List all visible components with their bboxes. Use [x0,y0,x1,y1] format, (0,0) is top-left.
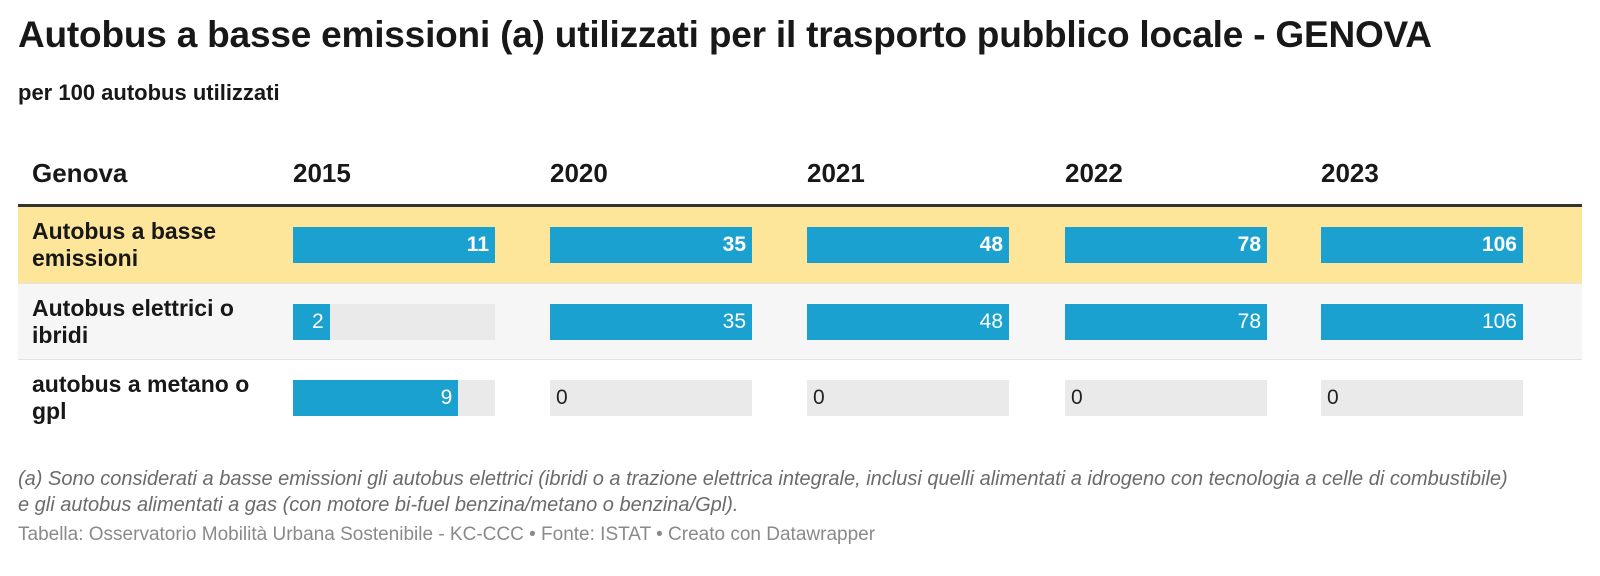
bar-track: 106 [1321,227,1523,263]
bar-value-label: 35 [722,233,746,256]
row-label: Autobus a basse emissioni [32,218,217,271]
bar-value-label: 0 [813,385,825,409]
bar [293,227,495,263]
bar-value-label: 78 [1237,233,1261,256]
chart-subtitle: per 100 autobus utilizzati [18,80,280,105]
bar [1065,303,1267,340]
bar-track: 9 [293,379,495,416]
bar-track: 78 [1065,303,1267,340]
bar [1065,227,1267,263]
bar-track: 106 [1321,303,1523,340]
bar-track: 11 [293,227,495,263]
table-row: Autobus elettrici o ibridi 2 35 48 78 106 [18,283,1582,359]
bar-track: 0 [1321,379,1523,416]
bar-value-label: 0 [556,385,568,409]
source-line: Tabella: Osservatorio Mobilità Urbana So… [18,524,876,545]
bar [807,303,1009,340]
table-row: autobus a metano o gpl 9 0 0 0 0 [18,359,1582,435]
row-label: autobus a metano o gpl [32,370,250,424]
bar-track: 0 [1065,379,1267,416]
bar-value-label: 78 [1237,309,1261,333]
column-header-2022[interactable]: 2022 [1065,158,1123,188]
bar-value-label: 35 [722,309,746,333]
column-header-2020[interactable]: 2020 [550,158,608,188]
bar-track: 78 [1065,227,1267,263]
table-header: Genova 2015 2020 2021 2022 2023 [18,140,1582,207]
bar [807,227,1009,263]
bar-value-label: 11 [466,233,489,256]
bar [550,227,752,263]
bar [550,303,752,340]
column-header-2023[interactable]: 2023 [1321,158,1379,188]
bar-track: 48 [807,227,1009,263]
chart-title: Autobus a basse emissioni (a) utilizzati… [18,14,1432,55]
bar-track: 2 [293,303,495,340]
bar-track: 0 [807,379,1009,416]
bar-track: 35 [550,227,752,263]
bar [1321,227,1523,263]
data-table: Genova 2015 2020 2021 2022 2023 Autobus a ba… [18,140,1582,435]
footnote: (a) Sono considerati a basse emissioni g… [18,468,1508,516]
bar-value-label: 0 [1071,385,1083,409]
bar-value-label: 48 [979,233,1003,256]
bar-value-label: 106 [1481,309,1517,333]
bar-track: 48 [807,303,1009,340]
column-header-2021[interactable]: 2021 [807,158,865,188]
bar-value-label: 106 [1481,233,1517,256]
bar [293,303,330,340]
bar-value-label: 2 [312,309,324,333]
bar-track: 0 [550,379,752,416]
bar-value-label: 48 [979,309,1003,333]
bar [293,379,459,416]
column-header-2015[interactable]: 2015 [293,158,351,188]
row-label: Autobus elettrici o ibridi [32,294,234,348]
bar [1321,303,1523,340]
bar-value-label: 0 [1327,385,1339,409]
bar-track: 35 [550,303,752,340]
table-row: Autobus a basse emissioni 11 35 48 78 106 [18,207,1582,283]
bar-value-label: 9 [440,385,453,409]
row-header-label[interactable]: Genova [32,158,128,188]
table-body: Autobus a basse emissioni 11 35 48 78 106 Auto… [18,207,1582,435]
